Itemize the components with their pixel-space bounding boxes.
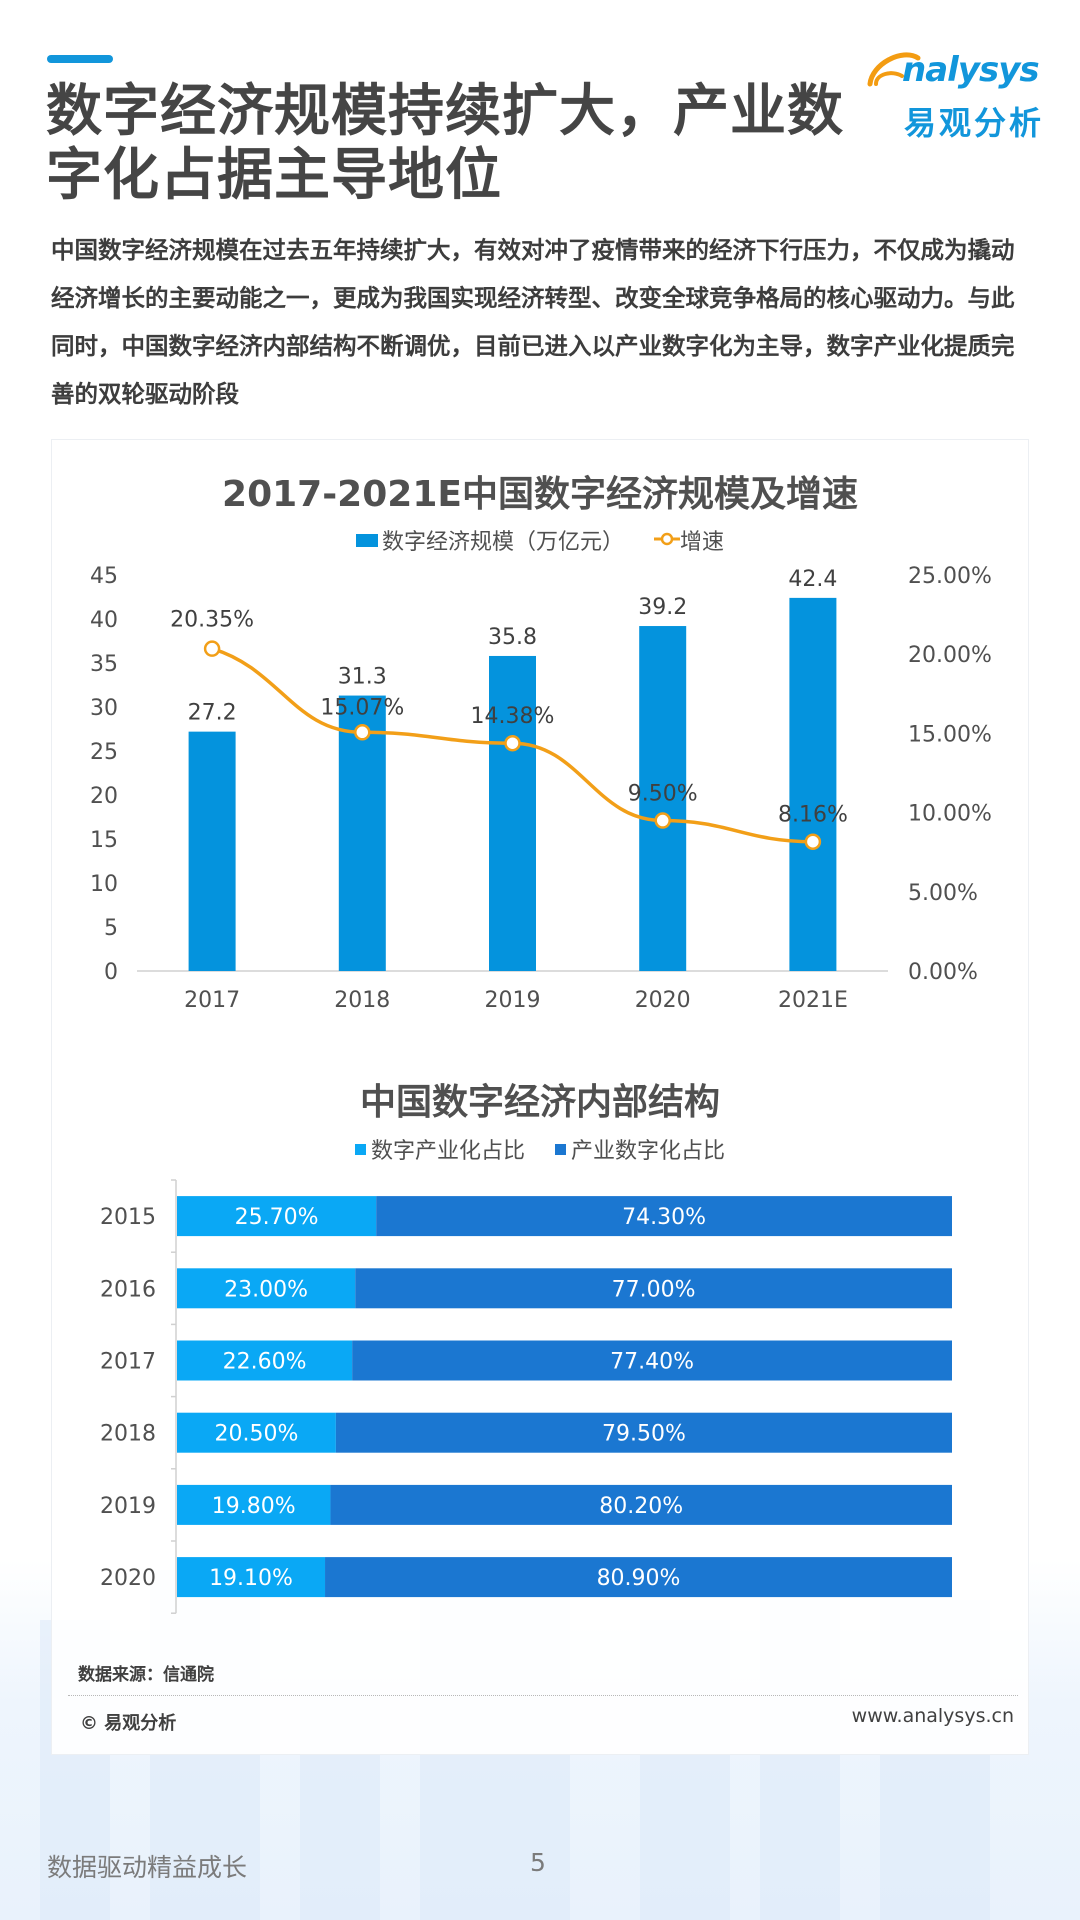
legend-industrial-digitalization-swatch [555, 1143, 566, 1155]
analysys-logo: nalysys 易观分析 [862, 44, 1062, 144]
dotted-divider [68, 1695, 1018, 1696]
intro-paragraph: 中国数字经济规模在过去五年持续扩大，有效对冲了疫情带来的经济下行压力，不仅成为撬… [51, 236, 1015, 408]
website-link[interactable]: www.analysys.cn [851, 1705, 1014, 1727]
chart2-title: 中国数字经济内部结构 [359, 1082, 720, 1123]
page-title-line1: 数字经济规模持续扩大，产业数 [46, 79, 844, 144]
page-title-line2: 字化占据主导地位 [46, 143, 502, 208]
legend-line-label: 增速 [680, 530, 725, 555]
chart1-legend: 数字经济规模（万亿元） 增速 [51, 524, 1029, 556]
legend-digital-industrialization-swatch [354, 1143, 366, 1155]
footer-slogan: 数据驱动精益成长 [47, 1853, 248, 1882]
legend-industrial-digitalization-label: 产业数字化占比 [571, 1139, 726, 1164]
data-source: 数据来源：信通院 [78, 1665, 214, 1685]
legend-bar-swatch [355, 533, 378, 547]
logo-chinese: 易观分析 [904, 104, 1045, 142]
page-number: 5 [530, 1848, 546, 1877]
page-title: 数字经济规模持续扩大，产业数 字化占据主导地位 [46, 80, 876, 208]
logo-swoosh-icon [867, 52, 921, 87]
legend-line-marker-icon [654, 532, 680, 546]
logo-wordmark: nalysys [902, 50, 1040, 90]
chart2-legend: 数字产业化占比 产业数字化占比 [51, 1133, 1029, 1165]
title-accent-bar [47, 55, 113, 63]
copyright: © 易观分析 [80, 1713, 177, 1734]
chart1-title: 2017-2021E中国数字经济规模及增速 [222, 474, 858, 515]
legend-bar-label: 数字经济规模（万亿元） [381, 530, 624, 555]
legend-digital-industrialization-label: 数字产业化占比 [370, 1139, 525, 1164]
